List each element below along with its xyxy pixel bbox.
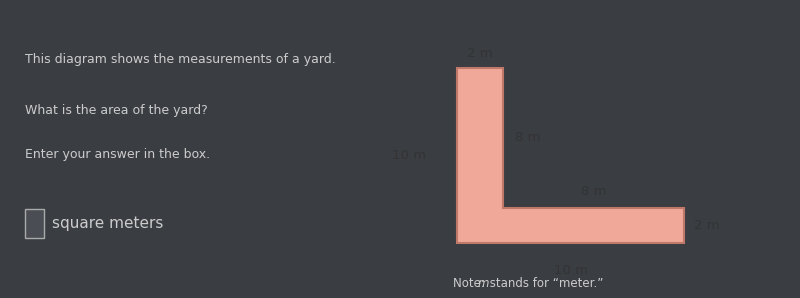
Text: 2 m: 2 m <box>694 219 720 232</box>
Text: What is the area of the yard?: What is the area of the yard? <box>25 104 208 117</box>
Text: m: m <box>478 277 489 290</box>
Text: square meters: square meters <box>52 216 163 231</box>
Text: 2 m: 2 m <box>467 47 493 60</box>
Text: 8 m: 8 m <box>581 185 606 198</box>
Text: Enter your answer in the box.: Enter your answer in the box. <box>25 148 210 162</box>
FancyBboxPatch shape <box>25 209 44 238</box>
Text: 10 m: 10 m <box>392 149 426 162</box>
Text: 8 m: 8 m <box>515 131 541 144</box>
Text: 10 m: 10 m <box>554 264 588 277</box>
Text: stands for “meter.”: stands for “meter.” <box>486 277 603 290</box>
Text: This diagram shows the measurements of a yard.: This diagram shows the measurements of a… <box>25 53 336 66</box>
Polygon shape <box>458 68 684 243</box>
Text: Note:: Note: <box>453 277 489 290</box>
